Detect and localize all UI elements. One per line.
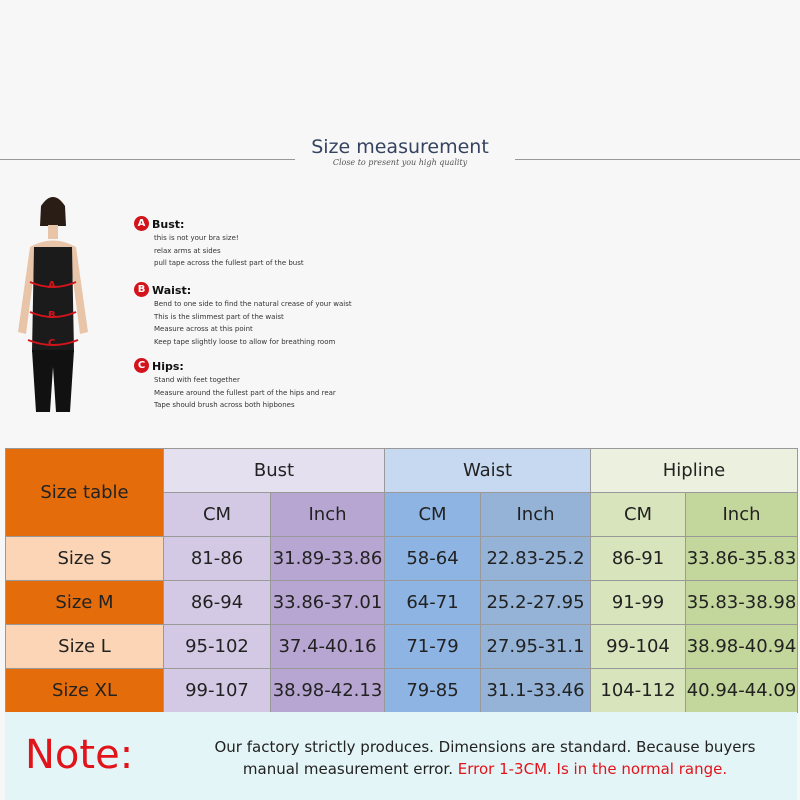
- table-cell: 27.95-31.1: [480, 624, 591, 669]
- table-cell: 22.83-25.2: [480, 536, 591, 581]
- note-label: Note:: [25, 732, 134, 778]
- table-cell: 31.1-33.46: [480, 668, 591, 713]
- unit-header: Inch: [685, 492, 798, 537]
- table-unit-row: CM Inch CM Inch CM Inch: [6, 492, 798, 537]
- guide-heading: Bust:: [152, 218, 185, 231]
- note-box: Note: Our factory strictly produces. Dim…: [5, 712, 797, 800]
- badge-c-icon: C: [134, 358, 149, 373]
- guide-line: Measure across at this point: [154, 325, 253, 333]
- guide-line: this is not your bra size!: [154, 234, 239, 242]
- note-text: Our factory strictly produces. Dimension…: [214, 738, 756, 778]
- table-row: Size S 81-86 31.89-33.86 58-64 22.83-25.2 86-…: [5, 536, 798, 581]
- table-row: Size L 95-102 37.4-40.16 71-79 27.95-31.1 99-…: [5, 624, 798, 669]
- table-cell: 58-64: [384, 536, 481, 581]
- badge-b-icon: B: [134, 282, 149, 297]
- table-row: Size XL 99-107 38.98-42.13 79-85 31.1-33.46 1…: [5, 668, 798, 713]
- table-cell: 38.98-40.94: [685, 624, 798, 669]
- table-cell: 86-94: [163, 580, 271, 625]
- table-cell: 71-79: [384, 624, 481, 669]
- subtitle-text: Close to present you high quality: [332, 158, 468, 167]
- table-cell: 104-112: [590, 668, 686, 713]
- table-cell: 31.89-33.86: [270, 536, 385, 581]
- note-error: Error 1-3CM. Is in the normal range.: [457, 760, 728, 778]
- note-message: Our factory strictly produces. Dimension…: [185, 736, 785, 780]
- unit-header: Inch: [270, 492, 385, 537]
- table-cell: 33.86-37.01: [270, 580, 385, 625]
- badge-a-icon: A: [134, 216, 149, 231]
- guide-line: Keep tape slightly loose to allow for br…: [154, 337, 336, 346]
- table-cell: 25.2-27.95: [480, 580, 591, 625]
- table-cell: 38.98-42.13: [270, 668, 385, 713]
- svg-text:A: A: [48, 280, 56, 291]
- guide-line: relax arms at sides: [154, 246, 221, 255]
- guide-line: Tape should brush across both hipbones: [154, 401, 295, 409]
- unit-header: Inch: [480, 492, 591, 537]
- guide-heading: Hips:: [152, 360, 184, 373]
- table-cell: 86-91: [590, 536, 686, 581]
- divider-right: [515, 159, 800, 160]
- guide-heading: Waist:: [152, 284, 192, 297]
- size-label: Size M: [5, 580, 164, 625]
- table-cell: 37.4-40.16: [270, 624, 385, 669]
- guide-waist: B Waist: Bend to one side to find the nat…: [134, 279, 352, 348]
- table-header-row: Size table Bust Waist Hipline: [5, 448, 798, 537]
- corner-cell: Size table: [5, 448, 164, 537]
- title-text: Size measurement: [311, 136, 489, 158]
- guide-line: Measure around the fullest part of the h…: [154, 388, 336, 397]
- unit-header: CM: [384, 492, 481, 537]
- svg-text:C: C: [48, 338, 55, 349]
- guide-bust: A Bust: this is not your bra size! relax …: [134, 213, 304, 270]
- guide-hips: C Hips: Stand with feet together Measure …: [134, 355, 336, 412]
- table-cell: 40.94-44.09: [685, 668, 798, 713]
- size-label: Size XL: [5, 668, 164, 713]
- table-cell: 81-86: [163, 536, 271, 581]
- table-cell: 33.86-35.83: [685, 536, 798, 581]
- group-hipline: Hipline: [590, 448, 798, 493]
- group-waist: Waist: [384, 448, 591, 493]
- guide-line: Stand with feet together: [154, 376, 240, 384]
- table-cell: 99-107: [163, 668, 271, 713]
- table-cell: 95-102: [163, 624, 271, 669]
- table-cell: 64-71: [384, 580, 481, 625]
- group-bust: Bust: [163, 448, 385, 493]
- guide-line: This is the slimmest part of the waist: [154, 312, 284, 321]
- unit-header: CM: [163, 492, 271, 537]
- guide-line: Bend to one side to find the natural cre…: [154, 300, 352, 308]
- size-table: Size table Bust Waist Hipline CM Inch CM In…: [5, 448, 798, 713]
- table-cell: 99-104: [590, 624, 686, 669]
- table-cell: 35.83-38.98: [685, 580, 798, 625]
- model-figure: A B C: [18, 197, 88, 412]
- page-title: Size measurement Close to present you hi…: [0, 136, 800, 167]
- size-label: Size S: [5, 536, 164, 581]
- table-cell: 79-85: [384, 668, 481, 713]
- unit-header: CM: [590, 492, 686, 537]
- guide-line: pull tape across the fullest part of the…: [154, 259, 304, 267]
- svg-text:B: B: [48, 310, 56, 321]
- table-cell: 91-99: [590, 580, 686, 625]
- size-label: Size L: [5, 624, 164, 669]
- divider-left: [0, 159, 295, 160]
- table-row: Size M 86-94 33.86-37.01 64-71 25.2-27.95 91-…: [5, 580, 798, 625]
